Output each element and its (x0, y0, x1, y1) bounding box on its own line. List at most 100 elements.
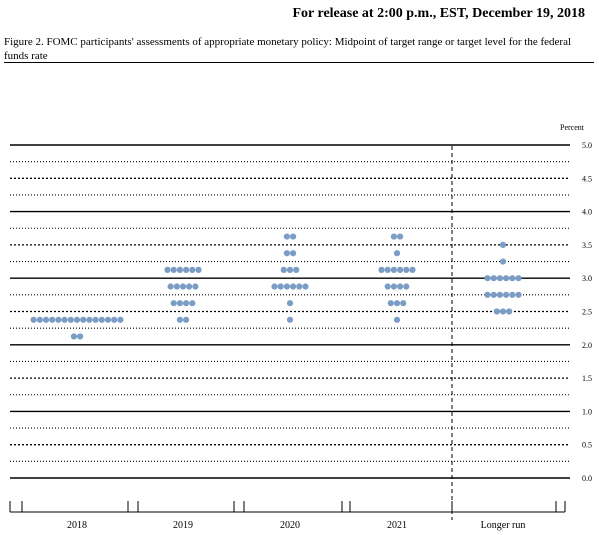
participant-dot (86, 316, 93, 323)
participant-dot (496, 291, 503, 298)
participant-dot (509, 291, 516, 298)
y-tick-label: 2.5 (582, 308, 592, 317)
participant-dot (393, 316, 401, 323)
x-tick-label: 2018 (67, 520, 87, 531)
participant-dot (176, 300, 183, 307)
participant-dot (390, 283, 397, 290)
participant-dot (397, 233, 404, 240)
participant-dot (170, 300, 177, 307)
x-tick-label: Longer run (481, 520, 526, 531)
participant-dot (490, 291, 497, 298)
participant-dot (403, 266, 410, 273)
participant-dot (393, 250, 401, 257)
participant-dot (36, 316, 43, 323)
participant-dot (189, 266, 196, 273)
participant-dot (397, 266, 404, 273)
participant-dot (515, 275, 522, 282)
participant-dot (42, 316, 50, 323)
participant-dot (296, 283, 303, 290)
participant-dot (484, 291, 491, 298)
participant-dot (111, 316, 118, 323)
participant-dot (286, 300, 294, 307)
participant-dot (67, 316, 74, 323)
participant-dot (186, 283, 193, 290)
participant-dot (293, 266, 300, 273)
participant-dot (280, 266, 287, 273)
participant-dot (515, 291, 522, 298)
participant-dot (387, 300, 394, 307)
caption-divider (4, 62, 594, 63)
participant-dot (195, 266, 202, 273)
participant-dot (92, 316, 99, 323)
participant-dot (400, 300, 407, 307)
dot-plot-chart: Percent 0.0 0.5 1.0 1.5 2.0 2.5 3.0 3.5 4.0 4.5 5.… (9, 123, 592, 531)
participant-dot (170, 266, 177, 273)
participant-dot (104, 316, 112, 323)
participant-dot (117, 316, 124, 323)
participant-dot (503, 291, 510, 298)
participant-dot (55, 316, 62, 323)
participant-dot (192, 283, 199, 290)
y-tick-label: 3.0 (582, 274, 592, 283)
participant-dot (390, 233, 397, 240)
participant-dot (499, 308, 507, 315)
x-tick-label: 2019 (173, 520, 193, 531)
participant-dot (378, 266, 385, 273)
participant-dot (302, 283, 309, 290)
participant-dot (290, 233, 297, 240)
y-tick-label: 4.5 (582, 174, 592, 183)
participant-dot (286, 316, 294, 323)
participant-dot (503, 275, 510, 282)
y-tick-label: 0.0 (582, 474, 592, 483)
participant-dot (49, 316, 56, 323)
participant-dot (484, 275, 491, 282)
participant-dot (493, 308, 500, 315)
participant-dot (499, 241, 507, 248)
participant-dot (80, 316, 87, 323)
participant-dot (390, 266, 397, 273)
participant-dot (277, 283, 284, 290)
y-tick-label: 0.5 (582, 441, 592, 450)
participant-dot (98, 316, 105, 323)
participant-dot (167, 283, 174, 290)
x-tick-label: 2020 (280, 520, 300, 531)
release-notice: For release at 2:00 p.m., EST, December … (292, 6, 585, 21)
participant-dot (73, 316, 81, 323)
participant-dot (283, 250, 290, 257)
participant-dot (290, 283, 297, 290)
participant-dot (286, 266, 294, 273)
y-tick-label: 4.0 (582, 208, 592, 217)
y-tick-label: 2.0 (582, 341, 592, 350)
participant-dot (283, 233, 290, 240)
y-tick-label: 1.0 (582, 407, 592, 416)
participant-dot (61, 316, 68, 323)
participant-dot (409, 266, 416, 273)
participant-dot (499, 258, 507, 265)
participant-dot (183, 300, 190, 307)
y-tick-label: 1.5 (582, 374, 592, 383)
participant-dot (189, 300, 196, 307)
participant-dot (384, 283, 391, 290)
participant-dot (70, 333, 77, 340)
y-axis-label: Percent (560, 123, 585, 132)
x-tick-label: 2021 (387, 520, 407, 531)
participant-dot (509, 275, 516, 282)
participant-dot (290, 250, 297, 257)
participant-dot (490, 275, 497, 282)
participant-dot (176, 316, 183, 323)
participant-dot (393, 300, 401, 307)
participant-dot (496, 275, 503, 282)
participant-dot (384, 266, 391, 273)
participant-dot (506, 308, 513, 315)
participant-dot (397, 283, 404, 290)
y-tick-label: 3.5 (582, 241, 592, 250)
participant-dot (77, 333, 84, 340)
figure-caption: Figure 2. FOMC participants' assessments… (4, 36, 572, 62)
participant-dot (30, 316, 37, 323)
participant-dot (283, 283, 290, 290)
participant-dot (173, 283, 180, 290)
participant-dot (164, 266, 171, 273)
participant-dot (403, 283, 410, 290)
participant-dot (271, 283, 278, 290)
participant-dot (183, 316, 190, 323)
